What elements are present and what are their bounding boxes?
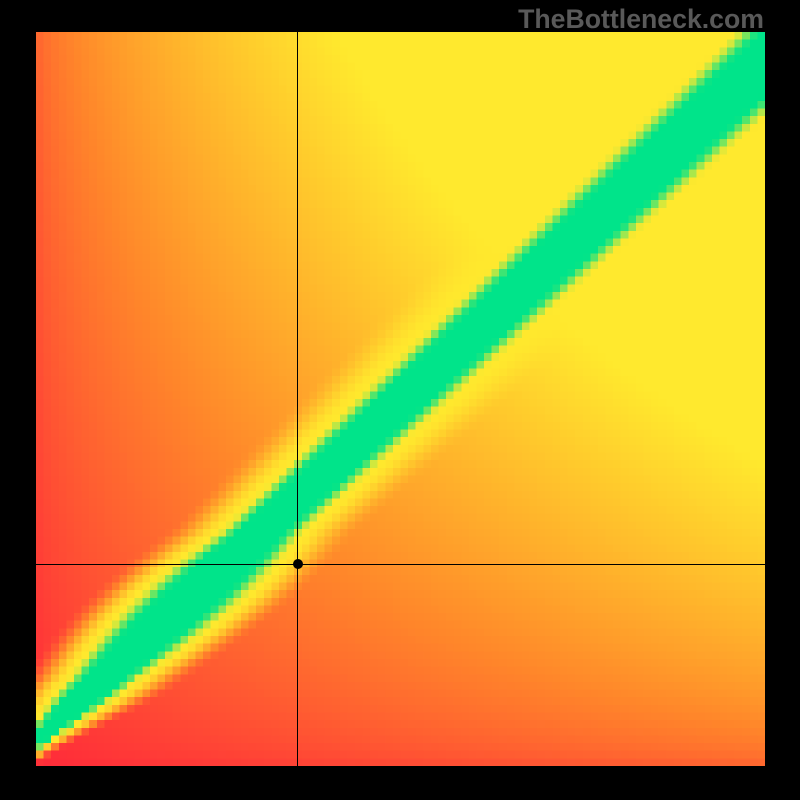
watermark-text: TheBottleneck.com — [518, 4, 764, 35]
chart-frame: TheBottleneck.com — [0, 0, 800, 800]
heatmap-canvas — [36, 32, 765, 766]
heatmap-plot — [36, 32, 765, 766]
crosshair-horizontal — [36, 564, 765, 565]
crosshair-marker — [293, 559, 303, 569]
crosshair-vertical — [297, 32, 298, 766]
